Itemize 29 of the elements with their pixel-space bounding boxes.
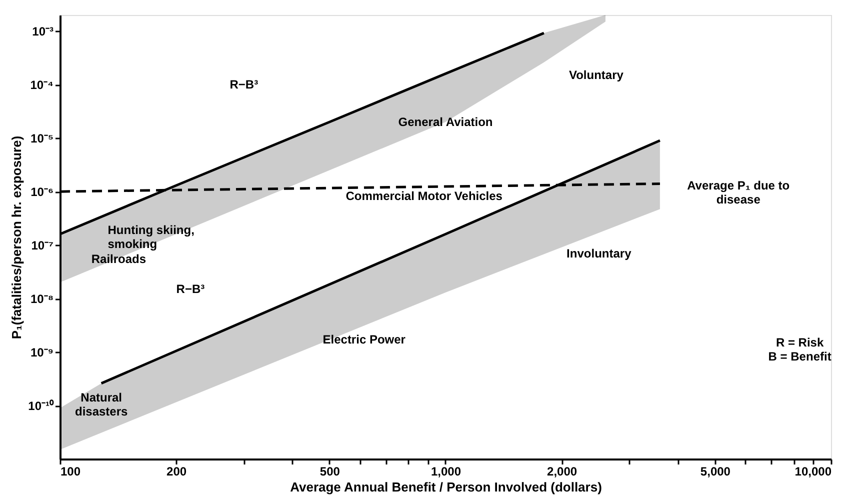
y-tick-label: 10⁻³ [32,24,54,39]
annotation: Average P₁ due to disease [687,178,790,206]
y-tick-label: 10⁻⁷ [31,238,54,253]
annotation: Hunting skiing, smoking [108,223,194,252]
y-tick-label: 10⁻⁶ [30,185,54,200]
annotation: R−B³ [230,78,258,92]
x-tick-label: 500 [320,464,340,478]
annotation: Voluntary [568,68,624,82]
annotation: Railroads [91,252,146,266]
annotation: Involuntary [566,246,632,260]
y-tick-label: 10⁻⁸ [30,292,54,306]
x-tick-label: 10,000 [794,464,832,478]
annotation: Commercial Motor Vehicles [346,188,503,203]
annotation: Natural disasters [74,390,128,419]
x-tick-label: 200 [166,464,187,478]
x-tick-label: 100 [60,464,81,478]
x-tick-label: 5,000 [700,464,731,478]
annotation: Electric Power [322,332,406,347]
y-axis-title: P₁(fatalities/person hr. exposure) [9,136,24,340]
x-tick-label: 2,000 [547,464,578,478]
x-axis-title: Average Annual Benefit / Person Involved (dollars) [290,480,602,494]
x-tick-label: 1,000 [430,464,462,478]
annotation: R = Risk B = Benefit [768,336,832,364]
annotation: R−B³ [176,282,205,296]
y-tick-label: 10⁻⁴ [30,78,54,92]
y-tick-label: 10⁻⁹ [30,346,54,360]
y-tick-label: 10⁻¹⁰ [28,399,54,414]
y-tick-label: 10⁻⁵ [30,132,54,146]
annotation: General Aviation [398,114,493,129]
